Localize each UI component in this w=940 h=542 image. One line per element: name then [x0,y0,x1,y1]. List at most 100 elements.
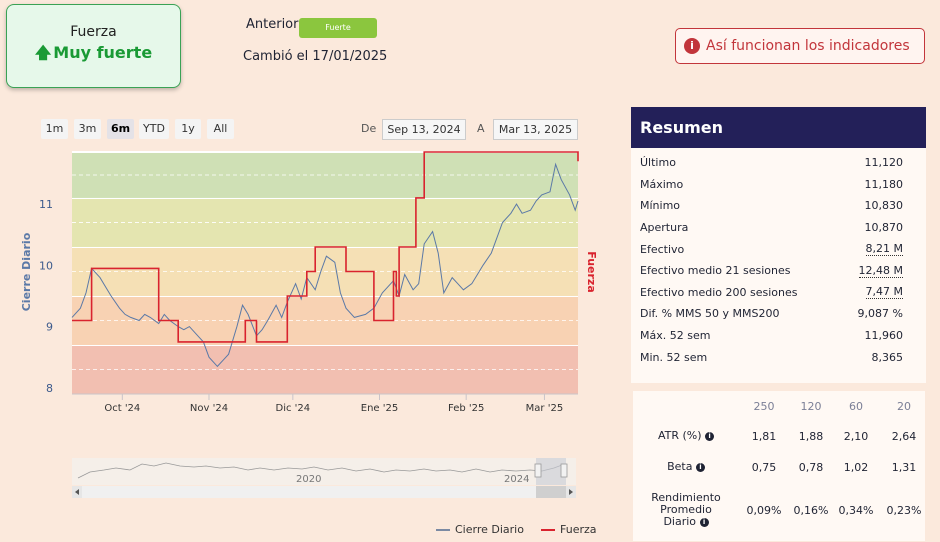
fuerza-title: Fuerza [70,24,117,40]
resumen-row: Mínimo 10,830 [631,195,926,217]
rendimiento-value: 0,09% [746,504,782,517]
x-tick-label: Dic '24 [276,403,311,414]
legend-label-cierre: Cierre Diario [455,523,524,536]
y-tick-label: 11 [39,198,53,211]
atr-label: ATR (%) i [631,430,741,442]
period-header: 60 [849,400,863,413]
resumen-row: Efectivo medio 21 sesiones 12,48 M [631,260,926,282]
resumen-row-value: 11,120 [864,156,904,170]
resumen-row: Máximo 11,180 [631,174,926,196]
info-icon[interactable]: i [699,518,709,527]
resumen-row-label: Efectivo medio 200 sesiones [640,285,798,299]
resumen-row-value[interactable]: 12,48 M [858,263,903,278]
rendimiento-label: Rendimiento Promedio Diario i [631,492,741,528]
legend-item-fuerza[interactable]: Fuerza [541,523,597,536]
y-tick-label: 10 [39,259,53,272]
resumen-title: Resumen [631,107,926,148]
range-6m-button[interactable]: 6m [107,119,134,139]
resumen-row: Apertura 10,870 [631,217,926,239]
rendimiento-label-line: Promedio [660,503,712,516]
navigator-series [77,462,563,479]
range-1m-button[interactable]: 1m [41,119,68,139]
resumen-row-label: Máx. 52 sem [640,329,711,343]
fuerza-card: Fuerza 🡅 Muy fuerte [6,4,181,88]
fuerza-value-text: Muy fuerte [53,43,153,62]
resumen-row: Efectivo 8,21 M [631,238,926,260]
rendimiento-label-line: Rendimiento [651,491,721,504]
price-chart[interactable]: 8 9 10 11 Oct '24 Nov '24 Dic '24 Ene '25 Feb '… [0,140,620,420]
date-to-input[interactable]: Mar 13, 2025 [493,119,578,140]
indicators-info-label: Así funcionan los indicadores [706,38,910,54]
x-tick-label: Oct '24 [104,403,140,414]
legend-swatch-fuerza [541,528,555,531]
fuerza-value: 🡅 Muy fuerte [7,42,180,69]
y-axis-label: Cierre Diario [20,232,33,311]
beta-value: 1,31 [891,461,917,474]
resumen-panel: Resumen Último 11,120 Máximo 11,180 Mínimo 10… [631,107,926,383]
rendimiento-value: 0,34% [838,504,874,517]
navigator[interactable]: 2020 2024 [70,458,580,500]
resumen-row-value[interactable]: 8,21 M [865,242,903,257]
navigator-handle-right[interactable] [560,463,568,478]
navigator-label-2024: 2024 [504,474,529,485]
fuerza-line [72,151,579,343]
cierre-diario-line [71,162,579,368]
rendimiento-value: 0,23% [886,504,922,517]
range-1y-button[interactable]: 1y [175,119,201,139]
x-tick-label: Mar '25 [526,403,564,414]
range-3m-button[interactable]: 3m [74,119,101,139]
scroll-right-arrow-icon [569,489,573,495]
y-axis-right-label: Fuerza [585,251,598,293]
legend-label-fuerza: Fuerza [560,523,597,536]
range-all-button[interactable]: All [207,119,234,139]
info-icon[interactable]: i [705,432,715,441]
resumen-row: Efectivo medio 200 sesiones 7,47 M [631,282,926,304]
period-header: 20 [897,400,911,413]
resumen-row: Min. 52 sem 8,365 [631,346,926,368]
resumen-row-value: 11,180 [864,177,904,191]
range-ytd-button[interactable]: YTD [139,119,169,139]
navigator-label-2020: 2020 [296,474,321,485]
y-tick-label: 9 [46,321,53,334]
beta-label: Beta i [631,461,741,473]
x-tick-label: Nov '24 [190,403,228,414]
changed-date: Cambió el 17/01/2025 [243,49,388,64]
date-to-label: A [477,122,485,135]
stats-table: 250 120 60 20 ATR (%) i 1,81 1,88 2,10 2… [633,391,925,541]
beta-label-text: Beta [667,460,693,473]
period-header: 250 [753,400,775,413]
arrow-up-icon: 🡅 [34,43,52,62]
resumen-row-value[interactable]: 7,47 M [865,285,903,300]
legend-item-cierre[interactable]: Cierre Diario [436,523,524,536]
atr-value: 1,81 [751,430,777,443]
indicators-info-button[interactable]: i Así funcionan los indicadores [675,28,925,64]
resumen-row-label: Máximo [640,177,684,191]
date-from-input[interactable]: Sep 13, 2024 [382,119,466,140]
period-header: 120 [800,400,822,413]
date-from-label: De [361,122,377,135]
resumen-row-value: 11,960 [864,329,904,343]
resumen-row-label: Apertura [640,221,689,235]
resumen-row: Último 11,120 [631,152,926,174]
resumen-row-label: Min. 52 sem [640,350,708,364]
resumen-row-value: 9,087 % [857,307,903,321]
scrollbar-thumb[interactable] [536,486,566,498]
info-icon[interactable]: i [695,463,705,472]
atr-value: 2,10 [843,430,869,443]
resumen-row-label: Último [640,156,676,170]
resumen-row-value: 8,365 [871,350,904,364]
scrollbar-track[interactable] [72,486,576,498]
resumen-row: Máx. 52 sem 11,960 [631,325,926,347]
info-icon: i [684,38,700,54]
navigator-handle-left[interactable] [534,463,542,478]
beta-value: 0,75 [751,461,777,474]
legend-swatch-cierre [436,528,450,531]
resumen-row-label: Mínimo [640,199,681,213]
resumen-rows: Último 11,120 Máximo 11,180 Mínimo 10,830 Aper… [631,148,926,368]
x-tick-label: Feb '25 [448,403,484,414]
resumen-row-label: Efectivo [640,242,685,256]
beta-value: 1,02 [843,461,869,474]
rendimiento-label-line: Diario i [631,516,741,528]
previous-badge: Fuerte [299,18,377,38]
rendimiento-value: 0,16% [793,504,829,517]
